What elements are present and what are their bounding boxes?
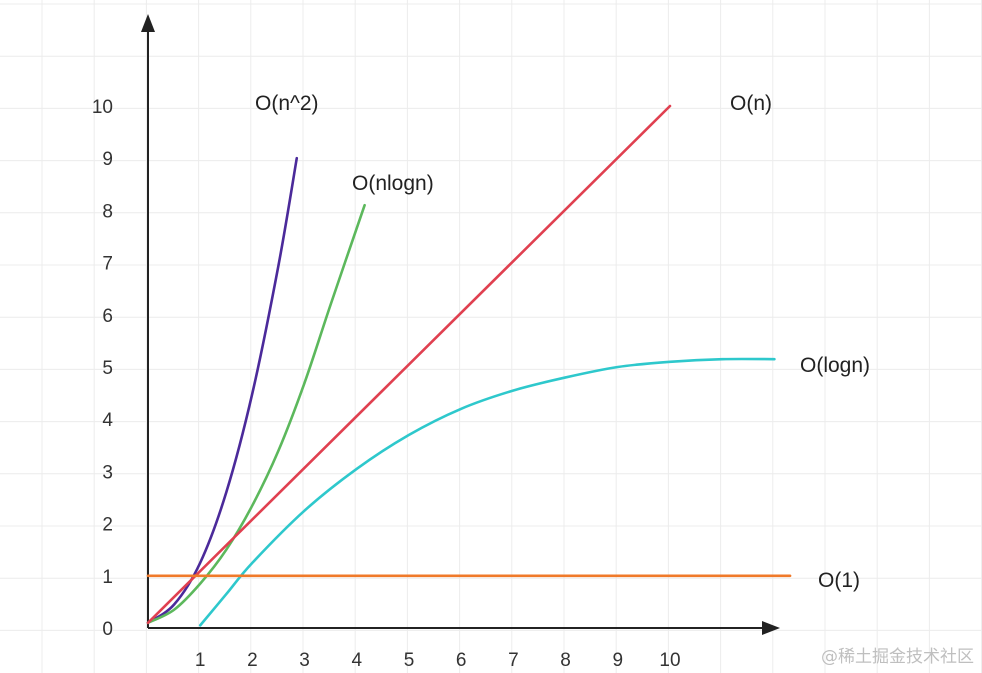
x-tick-label: 10 — [659, 650, 680, 671]
y-tick-label: 0 — [102, 619, 113, 640]
x-tick-labels: 1 2 3 4 5 6 7 8 9 10 — [195, 650, 681, 671]
x-tick-label: 2 — [247, 650, 258, 671]
x-axis-arrow — [762, 621, 780, 635]
x-tick-label: 5 — [404, 650, 415, 671]
label-o-nlogn: O(nlogn) — [352, 172, 434, 195]
y-tick-label: 3 — [102, 462, 113, 483]
series-lines — [146, 104, 792, 627]
x-tick-label: 6 — [456, 650, 467, 671]
series-labels: O(n^2) O(nlogn) O(n) O(logn) O(1) — [255, 92, 870, 592]
watermark: @稀土掘金技术社区 — [821, 647, 974, 667]
y-tick-label: 9 — [102, 149, 113, 170]
series-line-o-nlogn — [146, 203, 366, 625]
y-tick-label: 2 — [102, 515, 113, 536]
y-tick-label: 5 — [102, 358, 113, 379]
y-tick-label: 7 — [102, 254, 113, 275]
y-tick-label: 1 — [102, 567, 113, 588]
y-axis-arrow — [141, 14, 155, 32]
label-o-n: O(n) — [730, 92, 772, 115]
y-tick-labels: 0 1 2 3 4 5 6 7 8 9 10 — [92, 97, 114, 640]
y-tick-label: 4 — [102, 410, 113, 431]
x-tick-label: 1 — [195, 650, 206, 671]
x-tick-label: 9 — [613, 650, 624, 671]
series-line-o-logn — [198, 357, 776, 627]
axes — [141, 14, 780, 635]
series-line-o-n — [146, 104, 672, 625]
x-tick-label: 3 — [299, 650, 310, 671]
x-tick-label: 7 — [508, 650, 519, 671]
y-tick-label: 10 — [92, 97, 113, 118]
x-tick-label: 8 — [560, 650, 571, 671]
label-o-n2: O(n^2) — [255, 92, 319, 115]
y-tick-label: 6 — [102, 306, 113, 327]
label-o-logn: O(logn) — [800, 354, 870, 377]
series-line-o-n-2 — [146, 156, 299, 625]
x-tick-label: 4 — [352, 650, 363, 671]
label-o-1: O(1) — [818, 569, 860, 592]
y-tick-label: 8 — [102, 201, 113, 222]
